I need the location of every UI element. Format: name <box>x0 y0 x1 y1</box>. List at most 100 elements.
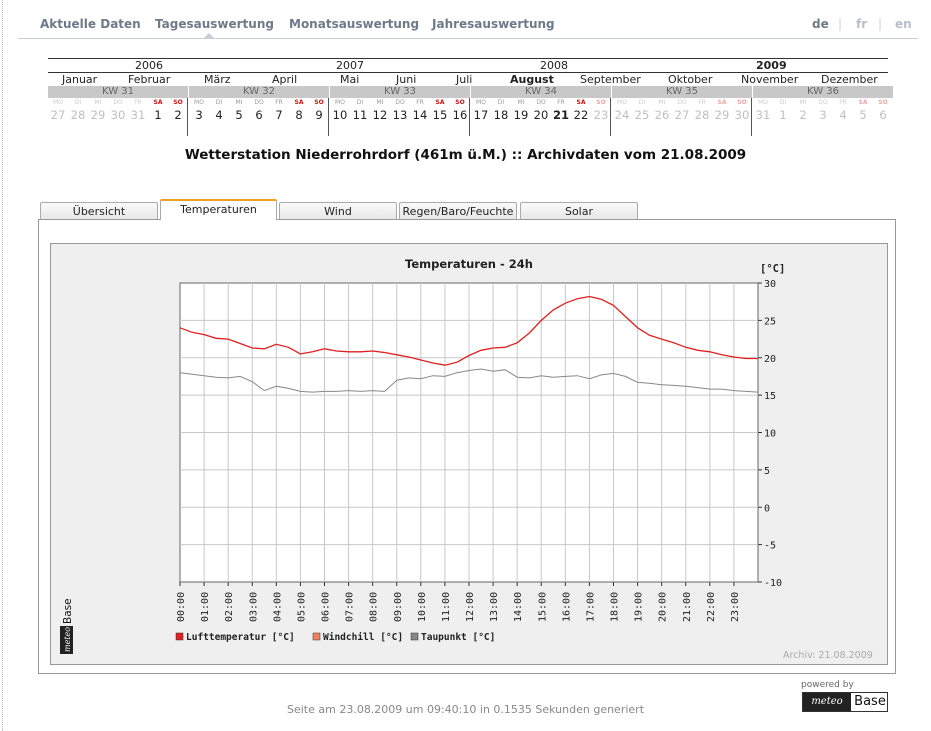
calendar-day: 1 <box>779 108 787 122</box>
calendar-day[interactable]: 6 <box>255 108 263 122</box>
weekday-label: SO <box>173 99 183 106</box>
year-row: 2006 2007 2008 2009 <box>48 58 888 72</box>
week-label[interactable]: KW 35 <box>612 86 753 98</box>
chart-title: Temperaturen - 24h <box>405 257 533 271</box>
language-en[interactable]: en <box>895 17 912 31</box>
month-10[interactable]: Oktober <box>668 73 713 86</box>
x-tick-label: 02:00 <box>224 592 235 622</box>
tab-temperaturen[interactable]: Temperaturen <box>160 199 277 220</box>
tab-solar[interactable]: Solar <box>520 202 638 220</box>
x-tick-label: 14:00 <box>513 592 524 622</box>
month-9[interactable]: September <box>580 73 641 86</box>
weekday-label: SA <box>717 99 727 106</box>
calendar-day[interactable]: 16 <box>452 108 468 122</box>
y-tick-label: 10 <box>764 429 776 440</box>
calendar-day[interactable]: 21 <box>552 108 569 122</box>
year-2007[interactable]: 2007 <box>336 59 364 72</box>
calendar-day[interactable]: 10 <box>332 108 348 122</box>
calendar-day[interactable]: 5 <box>235 108 243 122</box>
x-tick-label: 21:00 <box>682 592 693 622</box>
calendar-day[interactable]: 7 <box>275 108 283 122</box>
month-12[interactable]: Dezember <box>821 73 878 86</box>
calendar-day[interactable]: 15 <box>432 108 448 122</box>
calendar-day[interactable]: 22 <box>573 108 589 122</box>
meteobase-logo[interactable]: meteo Base <box>802 692 888 712</box>
tab-regen-baro-feuchte[interactable]: Regen/Baro/Feuchte <box>399 202 517 220</box>
y-tick-label: -5 <box>764 541 776 552</box>
year-2006[interactable]: 2006 <box>135 59 163 72</box>
calendar-day: 5 <box>859 108 867 122</box>
calendar-day[interactable]: 12 <box>372 108 388 122</box>
day-row: 27 28 29 30 31 1 2 3 4 5 6 7 8 9 10 11 12 13 14 15 16 17 18 19 2… <box>48 108 888 124</box>
week-label[interactable]: KW 33 <box>330 86 471 98</box>
calendar-day[interactable]: 8 <box>295 108 303 122</box>
weekday-label: MO <box>476 99 486 106</box>
series-line-luft <box>179 295 758 366</box>
x-tick-label: 23:00 <box>730 592 741 622</box>
weekday-label: MI <box>376 99 384 106</box>
year-2008[interactable]: 2008 <box>540 59 568 72</box>
calendar-day[interactable]: 11 <box>352 108 368 122</box>
x-tick-label: 07:00 <box>345 592 356 622</box>
weekday-label: DI <box>779 99 787 106</box>
year-2009[interactable]: 2009 <box>756 59 787 72</box>
x-tick-label: 20:00 <box>658 592 669 622</box>
weekday-label: DO <box>113 99 123 106</box>
calendar-day: 31 <box>130 108 146 122</box>
calendar-day[interactable]: 18 <box>493 108 509 122</box>
calendar-day[interactable]: 2 <box>174 108 182 122</box>
calendar-day: 30 <box>110 108 126 122</box>
calendar-day[interactable]: 17 <box>473 108 489 122</box>
nav-jahresauswertung[interactable]: Jahresauswertung <box>432 17 555 31</box>
calendar-day: 30 <box>734 108 750 122</box>
calendar-day: 29 <box>90 108 106 122</box>
week-label[interactable]: KW 34 <box>471 86 612 98</box>
month-4[interactable]: April <box>272 73 298 86</box>
month-1[interactable]: Januar <box>62 73 98 86</box>
week-label[interactable]: KW 36 <box>753 86 893 98</box>
month-2[interactable]: Februar <box>128 73 171 86</box>
y-tick-label: 15 <box>764 391 776 402</box>
weekday-label: FR <box>416 99 424 106</box>
nav-tagesauswertung[interactable]: Tagesauswertung <box>155 17 274 31</box>
month-11[interactable]: November <box>741 73 799 86</box>
month-row: Januar Februar März April Mai Juni Juli August S… <box>48 72 888 86</box>
week-separator <box>328 98 329 136</box>
temperature-chart: 00:00 01:00 02:00 03:00 04:00 05:00 06:00 07:00… <box>60 257 785 654</box>
month-3[interactable]: März <box>204 73 231 86</box>
calendar-day[interactable]: 1 <box>154 108 162 122</box>
month-5[interactable]: Mai <box>340 73 360 86</box>
calendar-day: 3 <box>819 108 827 122</box>
tab-wind[interactable]: Wind <box>279 202 397 220</box>
calendar-day[interactable]: 19 <box>513 108 529 122</box>
date-calendar: 2006 2007 2008 2009 Januar Februar März Apr… <box>48 58 893 136</box>
month-7[interactable]: Juli <box>456 73 473 86</box>
month-8[interactable]: August <box>510 73 554 86</box>
nav-aktuelle-daten[interactable]: Aktuelle Daten <box>40 17 141 31</box>
x-tick-label: 19:00 <box>634 592 645 622</box>
language-fr[interactable]: fr <box>856 17 868 31</box>
weekday-label: SO <box>737 99 747 106</box>
calendar-day[interactable]: 9 <box>315 108 323 122</box>
calendar-day[interactable]: 20 <box>533 108 549 122</box>
calendar-day[interactable]: 14 <box>412 108 428 122</box>
week-label[interactable]: KW 31 <box>48 86 189 98</box>
weekday-label: MO <box>335 99 345 106</box>
x-tick-label: 11:00 <box>441 592 452 622</box>
calendar-day[interactable]: 3 <box>195 108 203 122</box>
month-6[interactable]: Juni <box>396 73 417 86</box>
nav-monatsauswertung[interactable]: Monatsauswertung <box>289 17 420 31</box>
x-tick-label: 16:00 <box>561 592 572 622</box>
week-label[interactable]: KW 32 <box>189 86 330 98</box>
calendar-day[interactable]: 4 <box>215 108 223 122</box>
calendar-day[interactable]: 13 <box>392 108 408 122</box>
weekday-label: MI <box>799 99 807 106</box>
weekday-label: FR <box>557 99 565 106</box>
tab-uebersicht[interactable]: Übersicht <box>40 202 158 220</box>
language-de[interactable]: de <box>812 17 829 31</box>
weekday-label: MO <box>617 99 627 106</box>
top-navigation: Aktuelle Daten Tagesauswertung Monatsaus… <box>18 0 918 39</box>
series-line-taupunkt <box>179 368 759 393</box>
weekday-label: MO <box>194 99 204 106</box>
y-tick-label: 25 <box>764 316 776 327</box>
